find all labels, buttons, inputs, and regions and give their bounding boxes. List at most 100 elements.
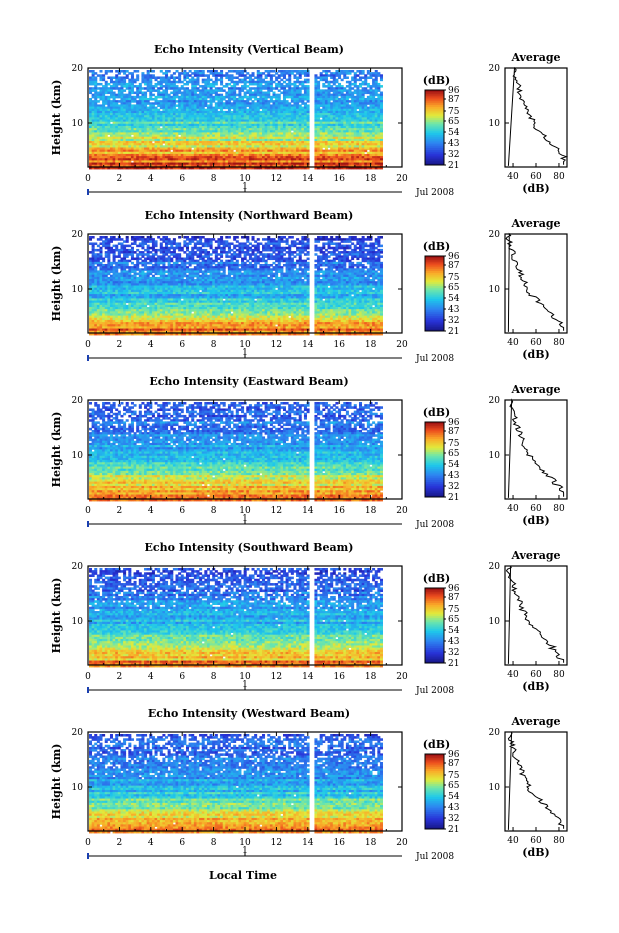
- heatmap-cell: [176, 96, 179, 99]
- heatmap-cell: [144, 242, 147, 245]
- heatmap-cell: [330, 98, 333, 101]
- heatmap-cell: [291, 83, 294, 86]
- heatmap-cell: [304, 98, 307, 101]
- heatmap-cell: [118, 96, 121, 99]
- heatmap-cell: [115, 96, 118, 99]
- heatmap-cell: [241, 89, 244, 92]
- heatmap-cell: [215, 98, 218, 101]
- heatmap-cell: [225, 85, 228, 88]
- heatmap-cell: [296, 81, 299, 84]
- heatmap-cell: [304, 81, 307, 84]
- heatmap-cell: [92, 236, 95, 239]
- heatmap-cell: [152, 89, 155, 92]
- heatmap-cell: [377, 74, 380, 77]
- heatmap-cell: [330, 242, 333, 245]
- heatmap-cell: [288, 96, 291, 99]
- heatmap-cell: [257, 238, 260, 241]
- heatmap-cell: [301, 72, 304, 75]
- x-tick-label: 20: [396, 174, 408, 184]
- heatmap-cell: [207, 100, 210, 103]
- heatmap-cell: [246, 76, 249, 79]
- heatmap-cell: [123, 72, 126, 75]
- heatmap-cell: [265, 87, 268, 90]
- heatmap-cell: [210, 72, 213, 75]
- heatmap-cell: [291, 72, 294, 75]
- heatmap-cell: [223, 107, 226, 110]
- heatmap-cell: [196, 236, 199, 239]
- heatmap-cell: [283, 240, 286, 243]
- heatmap-cell: [196, 89, 199, 92]
- heatmap-cell: [97, 87, 100, 90]
- heatmap-cell: [194, 238, 197, 241]
- heatmap-cell: [220, 242, 223, 245]
- heatmap-cell: [231, 242, 234, 245]
- heatmap-cell: [231, 70, 234, 73]
- heatmap-cell: [126, 87, 129, 90]
- heatmap-cell: [364, 83, 367, 86]
- heatmap-cell: [176, 81, 179, 84]
- heatmap-cell: [212, 238, 215, 241]
- heatmap-cell: [152, 98, 155, 101]
- heatmap-cell: [322, 85, 325, 88]
- heatmap-cell: [262, 81, 265, 84]
- panel-title: Echo Intensity (Northward Beam): [145, 209, 354, 222]
- heatmap-cell: [170, 92, 173, 95]
- heatmap-cell: [186, 76, 189, 79]
- heatmap-cell: [249, 98, 252, 101]
- heatmap-cell: [320, 79, 323, 82]
- heatmap-cell: [275, 79, 278, 82]
- heatmap-cell: [189, 81, 192, 84]
- heatmap-cell: [176, 104, 179, 107]
- heatmap-cell: [97, 96, 100, 99]
- heatmap-cell: [299, 100, 302, 103]
- heatmap-cell: [181, 81, 184, 84]
- heatmap-cell: [155, 89, 158, 92]
- heatmap-cell: [110, 96, 113, 99]
- heatmap-cell: [139, 238, 142, 241]
- heatmap-cell: [322, 145, 325, 148]
- x-tick-label: 2: [117, 174, 123, 184]
- heatmap-cell: [280, 240, 283, 243]
- heatmap-cell: [118, 242, 121, 245]
- average-y-tick-label: 10: [489, 119, 501, 129]
- heatmap-cell: [183, 83, 186, 86]
- heatmap-cell: [351, 79, 354, 82]
- heatmap-cell: [120, 70, 123, 73]
- heatmap-cell: [346, 240, 349, 243]
- heatmap-cell: [176, 100, 179, 103]
- heatmap-cell: [217, 89, 220, 92]
- heatmap-cell: [97, 245, 100, 248]
- heatmap-cell: [341, 72, 344, 75]
- heatmap-cell: [338, 238, 341, 241]
- heatmap-cell: [236, 94, 239, 97]
- heatmap-cell: [189, 70, 192, 73]
- heatmap-cell: [215, 240, 218, 243]
- heatmap-cell: [356, 74, 359, 77]
- heatmap-cell: [123, 85, 126, 88]
- average-profile-line: [508, 68, 566, 166]
- date-label: Jul 2008: [415, 188, 454, 198]
- heatmap-cell: [89, 242, 92, 245]
- average-x-tick-label: 40: [507, 172, 519, 182]
- heatmap-cell: [186, 238, 189, 241]
- y-axis-label: Height (km): [50, 80, 63, 156]
- heatmap-cell: [252, 96, 255, 99]
- heatmap-cell: [113, 238, 116, 241]
- heatmap-cell: [367, 76, 370, 79]
- heatmap-cell: [131, 158, 134, 161]
- heatmap-cell: [113, 87, 116, 90]
- heatmap-cell: [293, 70, 296, 73]
- heatmap-cell: [356, 70, 359, 73]
- heatmap-cell: [217, 107, 220, 110]
- heatmap-cell: [333, 238, 336, 241]
- echo-heatmap: [89, 236, 383, 335]
- heatmap-cell: [215, 83, 218, 86]
- heatmap-cell: [286, 96, 289, 99]
- heatmap-cell: [107, 132, 110, 135]
- colorbar-tick-label: 75: [448, 107, 460, 117]
- heatmap-cell: [267, 74, 270, 77]
- heatmap-cell: [202, 236, 205, 239]
- heatmap-cell: [176, 70, 179, 73]
- heatmap-cell: [231, 98, 234, 101]
- heatmap-cell: [207, 70, 210, 73]
